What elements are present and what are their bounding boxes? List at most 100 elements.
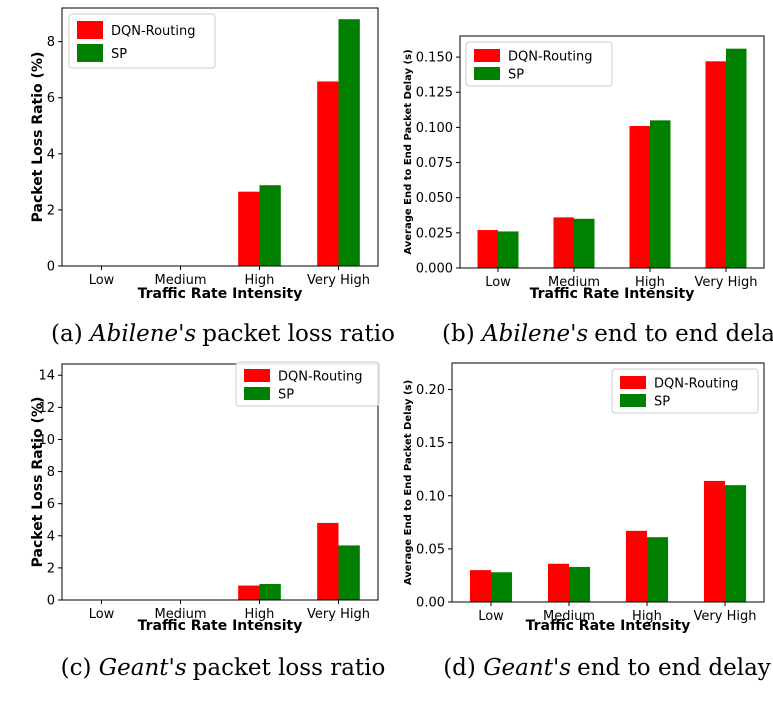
axes-frame-a: [61, 7, 379, 267]
xaxis-title-d: Traffic Rate Intensity: [526, 618, 691, 634]
yaxis-title-c: Packet Loss Ratio (%): [30, 397, 46, 568]
bar-a-dqn-routing-very-high: [317, 81, 339, 266]
bar-d-dqn-routing-high: [625, 530, 647, 602]
caption-label-a: (a): [51, 321, 90, 347]
legend-swatch-d-0: [620, 376, 646, 389]
bar-b-dqn-routing-very-high: [705, 61, 726, 269]
ytick-label-a-3: 6: [47, 91, 55, 106]
bar-b-dqn-routing-low: [477, 230, 498, 268]
xtick-label-c-3: Very High: [307, 607, 370, 622]
legend-c: [235, 361, 380, 407]
legend-swatch-a-0: [77, 21, 103, 39]
xtick-label-c-2: High: [245, 607, 275, 622]
xtick-label-c-1: Medium: [155, 607, 207, 622]
legend-swatch-c-1: [244, 387, 270, 400]
ytick-label-d-1: 0.05: [416, 542, 445, 557]
xaxis-title-b: Traffic Rate Intensity: [530, 286, 695, 302]
bar-b-sp-high: [650, 120, 671, 268]
legend-d: [611, 368, 759, 414]
caption-label-c: (c): [61, 655, 99, 681]
yaxis-title-a: Packet Loss Ratio (%): [30, 52, 46, 223]
xtick-label-a-0: Low: [89, 273, 115, 288]
legend-swatch-d-1: [620, 394, 646, 407]
ytick-label-a-4: 8: [47, 35, 55, 50]
caption-rest-b: end to end delay: [594, 321, 773, 347]
bar-b-sp-very-high: [726, 48, 747, 269]
ytick-label-c-0: 0: [47, 594, 55, 609]
xtick-label-b-1: Medium: [548, 275, 600, 290]
bar-d-sp-very-high: [725, 485, 747, 602]
bar-b-dqn-routing-high: [629, 125, 650, 269]
caption-rest-a: packet loss ratio: [202, 321, 395, 347]
bar-d-sp-medium: [569, 566, 591, 602]
xtick-label-c-0: Low: [89, 607, 115, 622]
bar-c-dqn-routing-very-high: [317, 522, 339, 600]
xtick-label-a-1: Medium: [155, 273, 207, 288]
bar-b-dqn-routing-medium: [553, 217, 574, 268]
bar-a-dqn-routing-high: [238, 191, 260, 266]
yaxis-title-b: Average End to End Packet Delay (s): [403, 49, 414, 254]
bar-a-sp-high: [259, 185, 281, 266]
ytick-label-c-3: 6: [47, 497, 55, 512]
ytick-label-a-2: 4: [47, 147, 55, 162]
legend-label-b-0: DQN-Routing: [508, 50, 593, 65]
legend-swatch-c-0: [244, 369, 270, 382]
legend-swatch-b-0: [474, 49, 500, 62]
xtick-label-b-0: Low: [485, 275, 511, 290]
ytick-label-b-3: 0.075: [416, 156, 453, 171]
caption-rest-c: packet loss ratio: [193, 655, 386, 681]
caption-name-a: Abilene's: [88, 321, 196, 347]
ytick-label-b-5: 0.125: [416, 86, 453, 101]
bar-d-dqn-routing-very-high: [703, 480, 725, 602]
caption-a: (a) Abilene's packet loss ratio: [51, 321, 395, 347]
legend-label-d-0: DQN-Routing: [654, 377, 739, 392]
bar-d-sp-low: [491, 572, 513, 602]
ytick-label-b-4: 0.100: [416, 121, 453, 136]
caption-b: (b) Abilene's end to end delay: [442, 321, 773, 347]
ytick-label-d-4: 0.20: [416, 383, 445, 398]
xaxis-title-a: Traffic Rate Intensity: [138, 286, 303, 302]
ytick-label-d-0: 0.00: [416, 596, 445, 611]
ytick-label-c-5: 10: [38, 433, 55, 448]
legend-b: [465, 41, 613, 87]
caption-label-d: (d): [443, 655, 483, 681]
bar-d-dqn-routing-low: [469, 570, 491, 602]
ytick-label-d-3: 0.15: [416, 436, 445, 451]
xtick-label-a-3: Very High: [307, 273, 370, 288]
ytick-label-a-0: 0: [47, 260, 55, 275]
caption-rest-d: end to end delay: [577, 655, 771, 681]
legend-swatch-b-1: [474, 67, 500, 80]
ytick-label-c-6: 12: [38, 401, 55, 416]
ytick-label-b-1: 0.025: [416, 226, 453, 241]
legend-label-a-1: SP: [111, 47, 127, 62]
bar-d-dqn-routing-medium: [547, 563, 569, 602]
ytick-label-b-6: 0.150: [416, 51, 453, 66]
ytick-label-c-7: 14: [38, 369, 55, 384]
xtick-label-d-1: Medium: [543, 609, 595, 624]
yaxis-title-d: Average End to End Packet Delay (s): [403, 380, 414, 585]
ytick-label-d-2: 0.10: [416, 489, 445, 504]
xtick-label-d-2: High: [632, 609, 662, 624]
ytick-label-b-2: 0.050: [416, 191, 453, 206]
ytick-label-c-2: 4: [47, 529, 55, 544]
legend-label-c-1: SP: [278, 388, 294, 403]
axes-frame-b: [459, 35, 765, 269]
legend-label-c-0: DQN-Routing: [278, 370, 363, 385]
ytick-label-c-4: 8: [47, 465, 55, 480]
bar-c-sp-very-high: [338, 545, 360, 600]
xaxis-title-c: Traffic Rate Intensity: [138, 618, 303, 634]
ytick-label-c-1: 2: [47, 561, 55, 576]
caption-c: (c) Geant's packet loss ratio: [61, 655, 386, 681]
caption-d: (d) Geant's end to end delay: [443, 655, 771, 681]
caption-name-c: Geant's: [99, 655, 187, 681]
legend-label-b-1: SP: [508, 68, 524, 83]
bar-a-sp-very-high: [338, 19, 360, 266]
axes-frame-d: [451, 362, 765, 603]
xtick-label-d-0: Low: [478, 609, 504, 624]
legend-label-a-0: DQN-Routing: [111, 24, 196, 39]
bar-b-sp-low: [498, 231, 519, 268]
bar-c-dqn-routing-high: [238, 585, 260, 600]
ytick-label-a-1: 2: [47, 203, 55, 218]
legend-a: [68, 13, 216, 69]
